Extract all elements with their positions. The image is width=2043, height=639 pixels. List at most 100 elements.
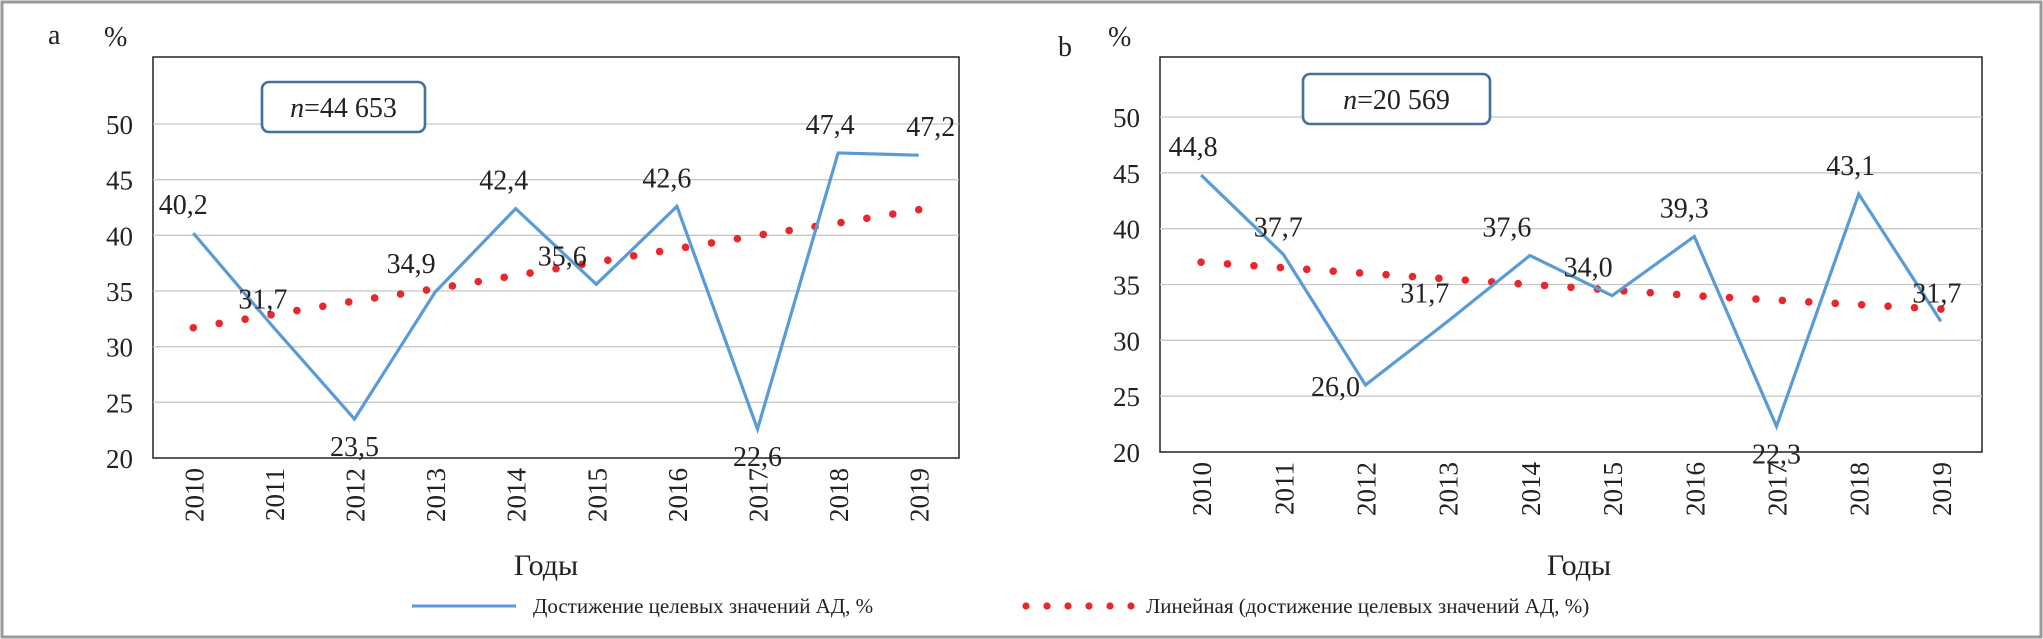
x-tick-label: 2016 — [663, 468, 693, 522]
x-tick-label: 2012 — [341, 468, 371, 522]
data-label: 22,3 — [1752, 439, 1801, 470]
trend-dot — [241, 315, 249, 323]
trend-dot — [1672, 290, 1681, 299]
sample-size-badge — [260, 80, 427, 134]
x-tick-label: 2015 — [582, 468, 612, 522]
data-label: 47,4 — [806, 110, 855, 141]
data-label: 40,2 — [159, 190, 208, 221]
legend-line-label: Достижение целевых значений АД, % — [533, 594, 873, 618]
x-axis-title: Годы — [514, 549, 578, 582]
data-label: 23,5 — [330, 432, 379, 463]
x-tick-label: 2017 — [1763, 462, 1793, 516]
trend-dot — [1752, 295, 1760, 303]
trend-dot — [526, 269, 534, 277]
x-tick-label: 2019 — [1927, 462, 1957, 516]
trend-dot — [448, 282, 457, 290]
plot-area — [1159, 56, 1983, 453]
y-tick-label: 25 — [106, 388, 133, 418]
x-tick-label: 2018 — [1845, 462, 1875, 516]
trend-dot — [1408, 272, 1417, 281]
trend-dot — [1435, 274, 1443, 283]
trend-dot — [1884, 302, 1892, 310]
trend-dot — [733, 234, 742, 243]
trend-dot — [267, 311, 275, 319]
trend-dot — [1804, 298, 1813, 306]
x-tick-label: 2014 — [502, 468, 532, 523]
x-tick-label: 2018 — [824, 468, 854, 522]
trend-dot — [785, 226, 793, 235]
y-tick-label: 45 — [1113, 159, 1140, 189]
panel-letter: a — [48, 20, 61, 51]
chart-panel-a: 20 25 30 35 40 45 50 2010 2011 2012 2013 2014 2015 20… — [48, 20, 960, 582]
y-tick-label: 35 — [106, 277, 133, 307]
trend-dot — [1567, 283, 1575, 292]
trend-dot — [293, 306, 301, 315]
trend-dot — [1540, 281, 1549, 290]
legend: Достижение целевых значений АД, % Линейн… — [412, 594, 1589, 618]
y-tick-label: 50 — [106, 110, 133, 140]
data-label: 39,3 — [1660, 193, 1709, 224]
trend-dot — [681, 243, 690, 252]
y-tick-label: 50 — [1113, 103, 1140, 133]
data-label: 42,4 — [479, 166, 528, 197]
trend-dot — [319, 302, 327, 311]
x-tick-label: 2019 — [905, 468, 935, 522]
data-label: 34,0 — [1564, 253, 1613, 284]
y-tick-label: 25 — [1113, 382, 1140, 412]
trend-dot — [189, 323, 198, 332]
trend-dot — [474, 277, 483, 286]
data-label: 22,6 — [733, 442, 782, 473]
trend-dot — [370, 294, 379, 302]
x-axis-title: Годы — [1547, 549, 1611, 582]
series-line — [1199, 173, 1943, 431]
sample-size-badge — [1301, 72, 1492, 126]
trend-dot — [1857, 300, 1866, 309]
trend-dot — [604, 256, 612, 264]
trend-dot — [629, 252, 638, 260]
trend-dot — [914, 205, 923, 214]
y-tick-label: 40 — [1113, 215, 1140, 245]
trend-dot — [1725, 293, 1734, 302]
trend-dot — [863, 214, 871, 223]
chart-panel-b: 20 25 30 35 40 45 50 2010 2011 2012 2013 2014 2015 20… — [1058, 22, 1983, 582]
trend-dot — [552, 264, 560, 273]
trend-series — [189, 205, 923, 332]
trend-dot — [1197, 258, 1205, 266]
x-tick-label: 2017 — [744, 468, 774, 522]
x-tick-label: 2011 — [260, 468, 290, 521]
trend-dot — [422, 286, 431, 294]
y-tick-label: 20 — [106, 444, 133, 474]
trend-dot — [655, 247, 664, 256]
trend-dot — [1329, 267, 1338, 275]
data-label: 31,7 — [238, 285, 287, 316]
trend-dot — [1937, 305, 1945, 313]
sample-size-label: n=20 569 — [1343, 85, 1450, 116]
data-label: 43,1 — [1826, 151, 1875, 182]
trend-dot — [1514, 279, 1522, 288]
x-tick-label: 2012 — [1352, 462, 1382, 516]
trend-dot — [500, 273, 508, 282]
trend-dot — [1382, 270, 1390, 279]
trend-dot — [1699, 292, 1707, 300]
x-tick-label: 2010 — [1187, 462, 1217, 516]
y-tick-label: 45 — [106, 166, 133, 196]
trend-dot — [1223, 260, 1232, 268]
trend-dot — [1355, 269, 1364, 277]
trend-dot — [888, 210, 897, 218]
y-tick-label: 20 — [1113, 438, 1140, 468]
x-tick-label: 2014 — [1516, 462, 1546, 517]
trend-dot — [215, 319, 224, 328]
y-tick-label: 40 — [106, 221, 133, 251]
trend-dot — [1910, 303, 1919, 312]
data-label: 31,7 — [1912, 278, 1961, 309]
y-axis-unit: % — [104, 22, 127, 53]
data-label: 37,7 — [1254, 212, 1303, 243]
trend-dot — [1461, 276, 1470, 284]
data-label: 47,2 — [906, 112, 955, 143]
data-label: 26,0 — [1311, 372, 1360, 403]
trend-dot — [578, 260, 586, 269]
trend-dot — [1831, 299, 1840, 308]
trend-dot — [1276, 263, 1285, 272]
data-label: 34,9 — [387, 249, 436, 280]
x-tick-label: 2010 — [179, 468, 209, 522]
